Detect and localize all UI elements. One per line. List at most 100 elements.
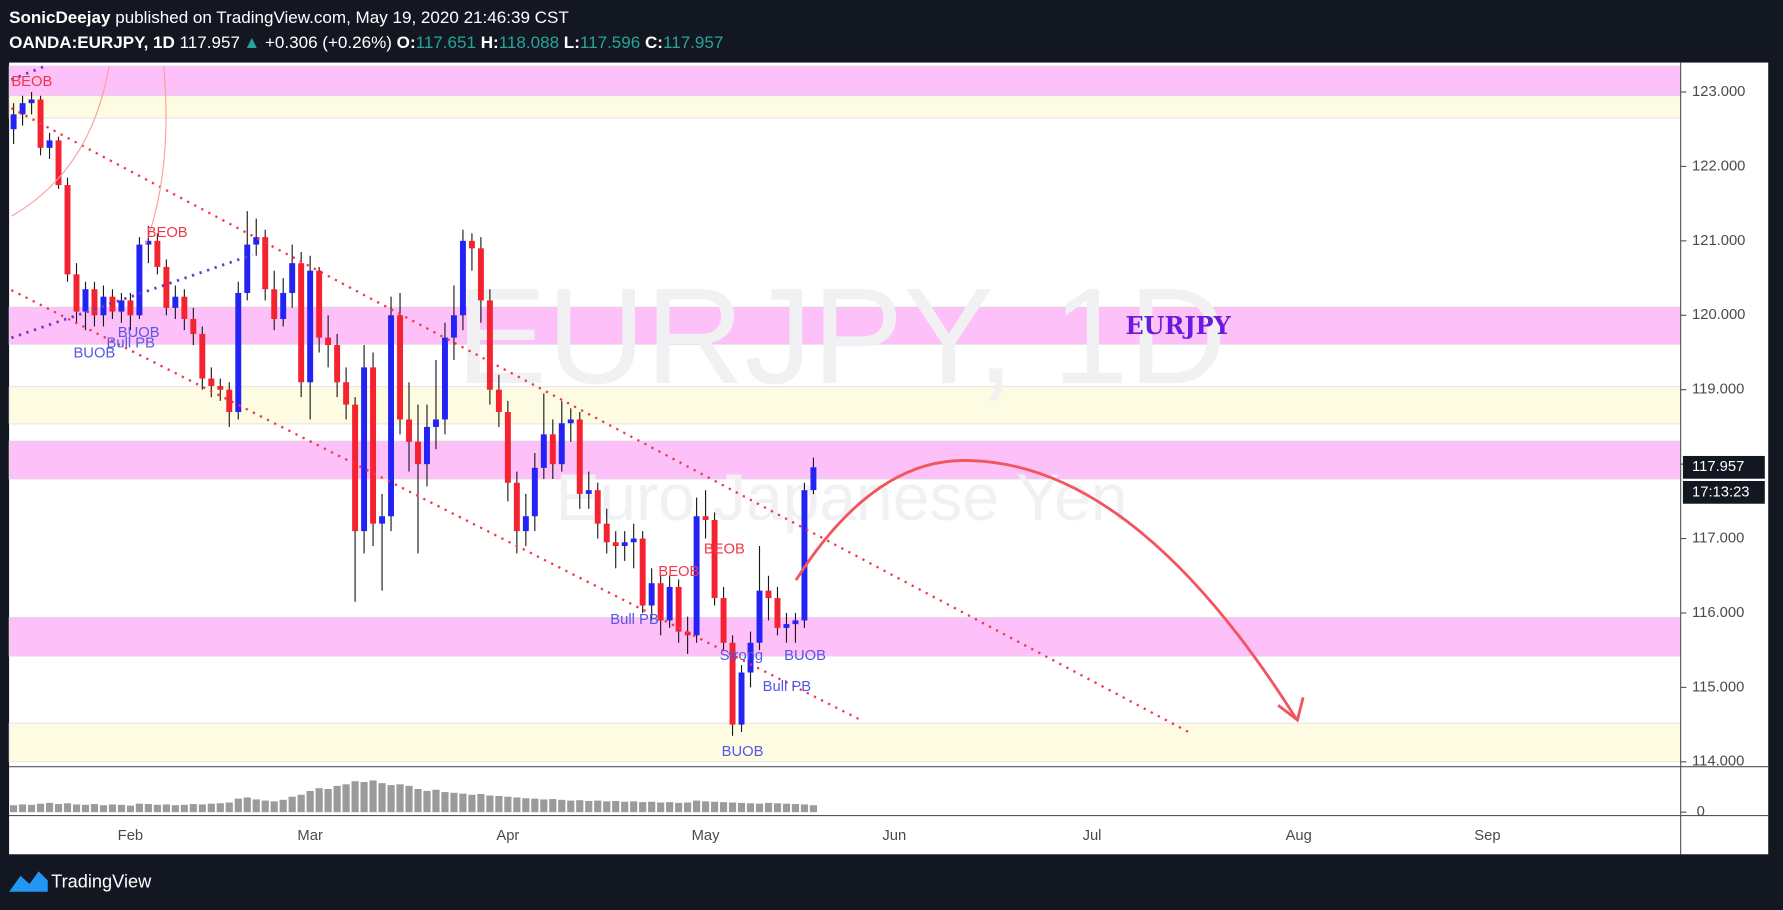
y-tick-label: 115.000 [1692,679,1744,695]
candle-body [190,319,197,334]
volume-bar [450,792,458,813]
volume-bar [144,804,152,813]
y-tick-label: 122.000 [1692,158,1745,174]
zone [8,65,1682,97]
candle-body [424,426,430,465]
volume-bar [270,801,278,813]
volume-bar [261,800,269,813]
candle-body [729,642,736,725]
candle-body [208,378,215,386]
candle-body [648,583,655,606]
volume-bar [288,796,296,813]
candle-body [738,672,745,725]
candle-body [217,385,224,390]
candle-body [801,490,808,621]
candle-body [199,333,206,379]
volume-bar [324,788,332,813]
y-tick-label: 117.000 [1692,530,1744,546]
annotation: BUOB [73,346,115,362]
trend-line [10,253,253,340]
arc [145,65,167,245]
candle-body [639,538,646,606]
candle-body [73,274,80,312]
candle-body [415,441,421,465]
candle-body [720,598,727,643]
volume-bar [468,794,476,813]
volume-bar [162,804,170,813]
candle-body [612,542,619,546]
volume-bar [423,790,431,813]
volume-bar [701,801,710,813]
candle-body [109,296,116,312]
volume-bar [728,802,737,813]
volume-bar [72,804,81,813]
arrow-head [1277,696,1305,723]
candle-body [370,367,377,524]
y-tick-label: 116.000 [1692,605,1744,621]
volume-bar [378,783,386,813]
volume-tick-label: 0 [1697,804,1705,820]
volume-bar [441,792,449,813]
candle-body [280,292,287,320]
candle-body [136,244,143,316]
x-tick-label: Mar [297,828,323,844]
price-tag-bg [1682,455,1765,479]
candle-body [522,516,529,532]
change: +0.306 (+0.26%) [265,33,392,52]
author: SonicDeejay [9,8,111,27]
volume-bar [297,794,305,813]
volume-bar [782,803,791,813]
volume-bar [576,800,584,813]
zone [8,440,1682,480]
volume-bar [657,802,665,813]
volume-bar [513,797,521,813]
candle-body [163,266,170,308]
volume-bar [405,785,413,813]
candle-body [46,140,53,148]
volume-bar [36,803,45,813]
volume-bar [63,803,72,813]
candle-body [459,240,466,316]
candle-body [756,590,763,643]
candle-body [477,248,484,301]
volume-bar [504,796,512,813]
close-label: C: [645,33,663,52]
candle-body [783,624,790,628]
x-tick-label: Aug [1286,828,1312,844]
candle-body [307,270,314,383]
low-label: L: [564,33,580,52]
volume-bar [153,804,161,813]
x-tick-label: Feb [118,828,143,844]
candle-body [657,583,664,621]
volume-bar [630,801,638,813]
volume-bar [207,803,215,813]
x-tick-label: Apr [496,828,519,844]
header-line-1: SonicDeejay published on TradingView.com… [9,8,569,27]
volume-bar [351,781,359,813]
candle-body [630,538,637,543]
volume-bar [737,802,746,813]
candle-body [450,315,457,338]
volume-bar [216,803,224,813]
x-tick-label: Jun [882,828,906,844]
candle-body [343,382,350,405]
candle-body [558,423,565,465]
projection-arrow [794,459,1298,720]
volume-bar [486,795,494,813]
candle-body [549,434,556,465]
annotation: Bull PB [107,335,156,351]
volume-bar [549,799,557,813]
low-value: 117.596 [580,33,640,52]
axes: 114.000115.000116.000117.000118.000119.0… [9,62,1769,855]
y-tick-label: 120.000 [1692,307,1745,323]
x-tick-label: Jul [1083,828,1102,844]
volume-bar [791,804,800,813]
volume-bar [594,800,602,813]
volume-bar [719,802,728,813]
annotation: BEOB [147,225,188,241]
countdown: 17:13:23 [1692,484,1749,500]
candle-body [711,519,718,599]
zone [8,95,1682,119]
